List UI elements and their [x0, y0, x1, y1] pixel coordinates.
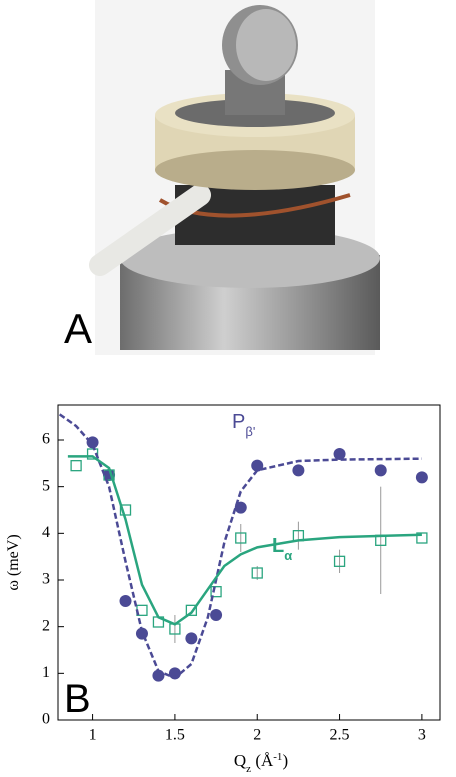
data-point [333, 555, 346, 567]
y-tick-label: 2 [42, 617, 50, 634]
x-axis-label: Qz (Å-1) [234, 751, 288, 775]
data-point [333, 448, 346, 460]
plot-frame [57, 404, 441, 721]
curve-label: Pβ' [232, 411, 255, 439]
data-point [251, 459, 264, 472]
curve-label-sub: β' [245, 424, 255, 439]
x-tick-label: 1.5 [165, 727, 185, 744]
x-axis-label-part: z [246, 763, 251, 775]
data-point [119, 504, 132, 516]
x-tick-label: 3 [418, 727, 426, 744]
fit-curve [58, 413, 422, 680]
data-point [70, 460, 82, 472]
curve-label: Lα [272, 535, 292, 563]
data-point [119, 595, 132, 607]
data-point [86, 436, 99, 449]
curve-label-main: P [232, 411, 245, 433]
x-axis-label-part: ) [282, 751, 288, 770]
curve-label-main: L [272, 535, 284, 557]
y-tick-label: 4 [42, 524, 50, 541]
x-tick-label: 2.5 [330, 727, 350, 744]
data-point [374, 464, 387, 477]
data-point [210, 609, 223, 621]
x-axis-label-part: (Å [251, 751, 274, 770]
y-tick-label: 0 [42, 711, 50, 728]
x-tick-label: 1 [89, 727, 97, 744]
y-tick-label: 5 [42, 477, 50, 494]
y-tick-label: 1 [42, 664, 50, 681]
fit-curve [67, 455, 422, 626]
x-axis-label-part: Q [234, 751, 246, 770]
curve-label-sub: α [284, 548, 292, 563]
chart: 0 1 2 3 4 5 6 1 1.5 2 2.5 3 ω (meV) Qz (Å-1) B Pβ' Lα [5, 404, 441, 775]
data-point [185, 632, 198, 645]
y-tick-label: 3 [42, 571, 50, 588]
x-axis-label-part: -1 [273, 751, 282, 763]
data-point [416, 532, 428, 544]
data-point [292, 464, 305, 477]
x-tick-label: 2 [253, 727, 261, 744]
data-point [185, 604, 198, 616]
y-axis-label: ω (meV) [5, 534, 22, 590]
photo: A [64, 0, 380, 355]
data-point [210, 586, 222, 598]
data-point [235, 532, 247, 544]
data-point [415, 471, 428, 484]
panel-label: B [64, 677, 91, 721]
data-point [251, 567, 263, 579]
y-tick-label: 6 [42, 431, 50, 448]
panel-label: A [64, 305, 92, 352]
